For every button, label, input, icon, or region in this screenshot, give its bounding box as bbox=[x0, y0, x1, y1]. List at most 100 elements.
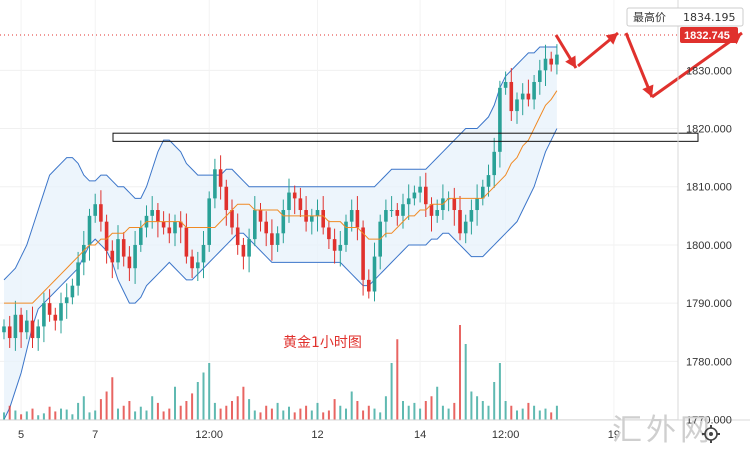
volume-bar bbox=[225, 405, 228, 420]
candle-body bbox=[418, 186, 422, 193]
candle-body bbox=[327, 227, 331, 240]
volume-bar bbox=[14, 410, 17, 420]
candle-body bbox=[76, 262, 80, 286]
arrow-down-1-head bbox=[565, 55, 576, 68]
candle-body bbox=[161, 221, 166, 228]
ma-line bbox=[4, 90, 558, 304]
gear-icon[interactable] bbox=[702, 425, 720, 443]
volume-bar bbox=[88, 412, 91, 420]
volume-bar bbox=[453, 402, 456, 420]
volume-bar bbox=[122, 405, 125, 420]
time-tick-label: 12 bbox=[311, 429, 323, 441]
volume-bar bbox=[464, 344, 467, 420]
volume-bar bbox=[99, 399, 102, 420]
candle-body bbox=[429, 204, 434, 216]
candle-body bbox=[452, 198, 457, 211]
candle-body bbox=[121, 239, 126, 257]
candle-body bbox=[104, 221, 109, 251]
candle-body bbox=[384, 210, 388, 222]
price-tick-label: 1790.000 bbox=[686, 298, 732, 310]
volume-bar bbox=[179, 405, 182, 420]
candle-body bbox=[275, 233, 280, 245]
volume-bar bbox=[242, 386, 245, 420]
candle-body bbox=[526, 93, 531, 100]
candlesticks bbox=[2, 44, 559, 351]
volume-bar bbox=[316, 402, 319, 420]
volume-bar bbox=[151, 396, 154, 420]
volume-bar bbox=[305, 405, 308, 420]
candle-body bbox=[64, 297, 69, 304]
candle-body bbox=[287, 192, 291, 211]
volume-bar bbox=[441, 405, 444, 420]
candle-body bbox=[247, 239, 251, 257]
volume-bar bbox=[430, 396, 433, 420]
volume-bar bbox=[25, 411, 28, 420]
candle-body bbox=[412, 192, 417, 199]
candle-body bbox=[82, 244, 86, 263]
candle-body bbox=[178, 221, 183, 228]
time-tick-label: 12:00 bbox=[492, 429, 520, 441]
resistance-zone bbox=[112, 132, 699, 142]
time-tick-label: 5 bbox=[18, 429, 24, 441]
candle-body bbox=[372, 256, 377, 292]
volume-bar bbox=[31, 408, 34, 420]
candle-body bbox=[463, 221, 468, 234]
volume-bar bbox=[407, 405, 410, 420]
last-price-value: 1832.745 bbox=[684, 30, 730, 42]
volume-bar bbox=[379, 412, 382, 420]
price-tick-label: 1770.000 bbox=[686, 415, 732, 427]
upper-band-line bbox=[3, 46, 557, 281]
candle-body bbox=[53, 314, 58, 321]
volume-bar bbox=[470, 391, 473, 420]
candle-body bbox=[36, 326, 40, 339]
volume-bar bbox=[37, 415, 40, 420]
volume-bar bbox=[476, 396, 479, 420]
candle-body bbox=[344, 221, 348, 245]
candle-body bbox=[201, 244, 206, 263]
volume-bar bbox=[384, 396, 387, 420]
volume-bar bbox=[288, 406, 290, 420]
price-tick-label: 1810.000 bbox=[686, 182, 732, 194]
candle-body bbox=[549, 58, 553, 65]
volume-bar bbox=[156, 402, 159, 420]
volume-bar bbox=[54, 411, 57, 420]
candle-body bbox=[116, 239, 120, 263]
volume-bar bbox=[327, 410, 330, 420]
candle-body bbox=[315, 210, 320, 216]
candle-body bbox=[395, 210, 400, 216]
chart-title: 黄金1小时图 bbox=[283, 334, 362, 351]
volume-bar bbox=[527, 402, 530, 420]
volume-bar bbox=[282, 410, 285, 420]
volume-bar bbox=[481, 401, 484, 420]
volume-bar bbox=[498, 363, 501, 420]
candle-body bbox=[19, 314, 23, 333]
candle-body bbox=[424, 186, 428, 205]
arrow-up-1-head bbox=[605, 33, 618, 45]
candle-body bbox=[498, 87, 502, 152]
candle-body bbox=[127, 256, 132, 269]
volume-bar bbox=[345, 408, 347, 420]
volume-bar bbox=[219, 408, 222, 420]
candle-body bbox=[30, 320, 35, 339]
volume-bar bbox=[77, 402, 80, 420]
candle-body bbox=[270, 233, 274, 245]
volume-bar bbox=[134, 411, 137, 420]
volume-bar bbox=[168, 408, 171, 420]
volume-bar bbox=[390, 363, 393, 420]
volume-bar bbox=[117, 408, 119, 420]
candle-body bbox=[156, 210, 160, 222]
volume-bar bbox=[424, 401, 427, 420]
volume-bars bbox=[3, 325, 558, 420]
price-tick-label: 1780.000 bbox=[686, 356, 732, 368]
volume-bar bbox=[322, 412, 325, 420]
volume-bar bbox=[231, 401, 233, 420]
candle-body bbox=[59, 303, 63, 321]
candle-body bbox=[235, 227, 240, 245]
volume-bar bbox=[550, 412, 553, 420]
volume-bar bbox=[396, 339, 399, 420]
volume-bar bbox=[493, 382, 496, 420]
price-axis: 1770.000 1780.000 1790.000 1800.000 1810.000… bbox=[686, 65, 732, 426]
volume-bar bbox=[196, 382, 199, 420]
candle-body bbox=[264, 221, 268, 234]
volume-bar bbox=[20, 414, 23, 420]
